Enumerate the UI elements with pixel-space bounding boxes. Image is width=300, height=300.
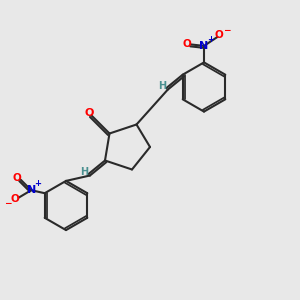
Text: N: N — [200, 41, 208, 51]
Text: O: O — [84, 107, 94, 118]
Text: +: + — [207, 35, 214, 44]
Text: O: O — [11, 194, 20, 204]
Text: N: N — [27, 185, 36, 195]
Text: H: H — [158, 81, 166, 91]
Text: O: O — [13, 173, 22, 183]
Text: −: − — [4, 199, 12, 208]
Text: O: O — [214, 30, 224, 40]
Text: −: − — [224, 26, 231, 35]
Text: O: O — [182, 39, 191, 50]
Text: +: + — [34, 179, 41, 188]
Text: H: H — [80, 167, 88, 177]
